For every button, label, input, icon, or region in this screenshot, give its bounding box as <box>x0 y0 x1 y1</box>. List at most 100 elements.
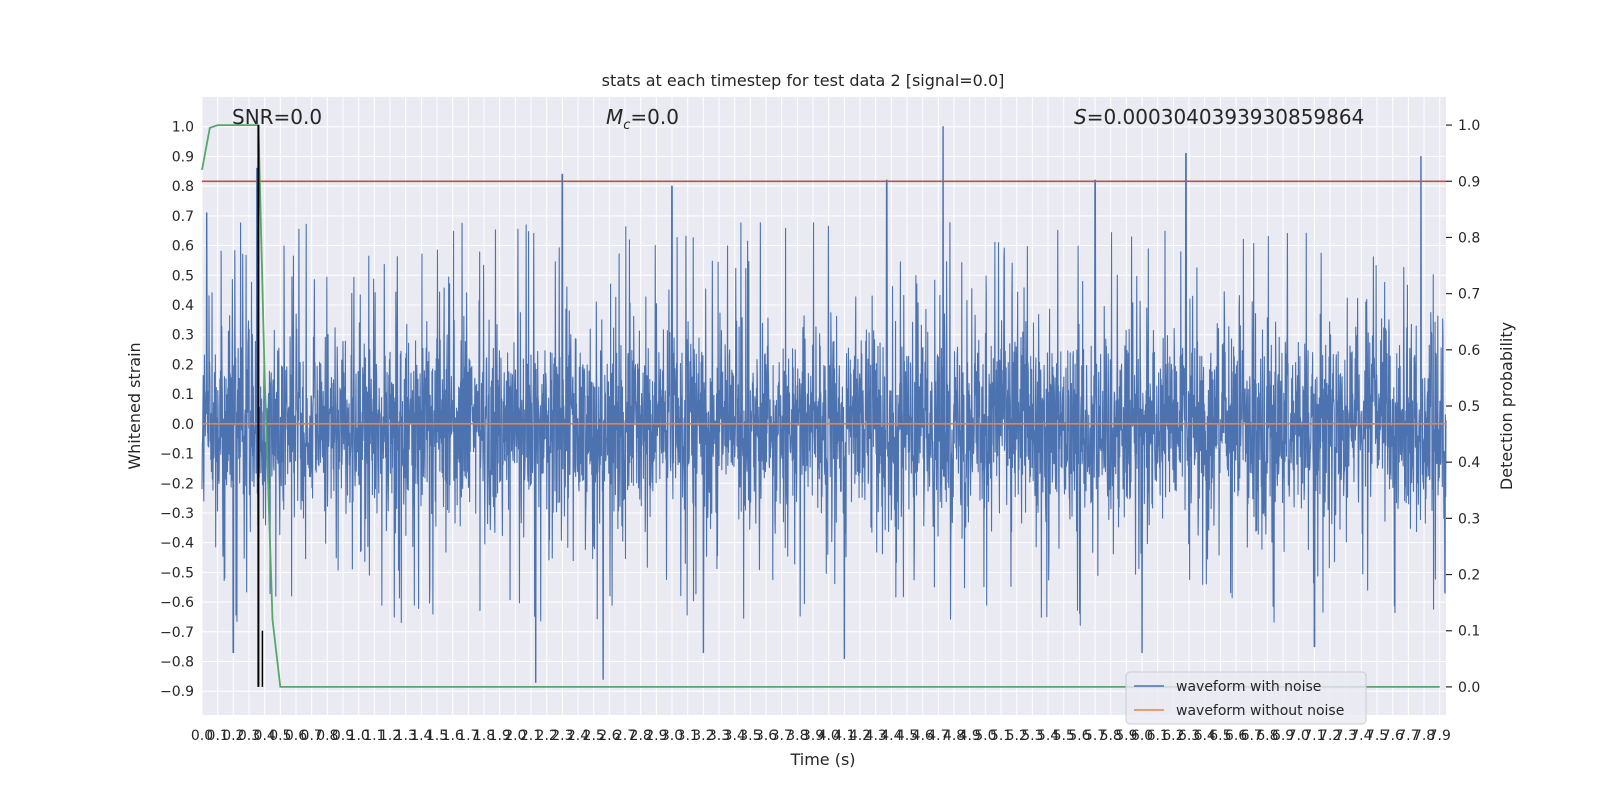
x-tick-label: 7.5 <box>1366 728 1388 744</box>
x-tick-label: 7.6 <box>1382 728 1404 744</box>
x-tick-label: 2.3 <box>551 728 573 744</box>
noise-trace <box>201 126 1447 683</box>
x-tick-label: 3.9 <box>802 728 824 744</box>
x-tick-label: 4.9 <box>959 728 981 744</box>
x-tick-label: 5.8 <box>1100 728 1122 744</box>
left-y-tick-label: −0.8 <box>160 655 194 671</box>
legend: waveform with noise waveform without noi… <box>1125 671 1367 725</box>
right-y-tick-label: 0.7 <box>1458 287 1480 303</box>
x-tick-label: 4.7 <box>927 728 949 744</box>
x-tick-label: 6.2 <box>1162 728 1184 744</box>
x-tick-label: 5.2 <box>1006 728 1028 744</box>
left-y-tick-label: 0.4 <box>172 298 194 314</box>
right-y-tick-label: 0.5 <box>1458 399 1480 415</box>
x-tick-label: 6.8 <box>1256 728 1278 744</box>
left-y-tick-label: −0.9 <box>160 684 194 700</box>
x-tick-label: 3.4 <box>724 728 746 744</box>
x-tick-label: 2.9 <box>645 728 667 744</box>
x-tick-label: 4.5 <box>896 728 918 744</box>
x-tick-label: 2.7 <box>614 728 636 744</box>
left-y-axis-label: Whitened strain <box>125 342 144 469</box>
left-y-tick-label: 0.5 <box>172 268 194 284</box>
x-tick-label: 3.6 <box>755 728 777 744</box>
x-tick-label: 7.7 <box>1397 728 1419 744</box>
x-tick-label: 1.9 <box>489 728 511 744</box>
chirp-mass-symbol: M <box>606 105 623 129</box>
left-y-tick-label: 0.6 <box>172 239 194 255</box>
series-detection-probability <box>201 124 1440 688</box>
x-tick-label: 7.2 <box>1319 728 1341 744</box>
x-tick-label: 1.3 <box>395 728 417 744</box>
left-y-tick-label: −0.6 <box>160 595 194 611</box>
x-tick-label: 0.2 <box>222 728 244 744</box>
left-y-tick-label: −0.4 <box>160 536 194 552</box>
x-tick-label: 7.4 <box>1350 728 1372 744</box>
left-y-tick-label: 0.3 <box>172 328 194 344</box>
score-value: =0.0003040393930859864 <box>1087 105 1365 129</box>
score-symbol: S <box>1074 105 1087 129</box>
x-tick-label: 2.0 <box>504 728 526 744</box>
x-axis-ticks: 0.00.10.20.30.40.50.60.70.80.91.01.11.21… <box>191 728 1451 744</box>
chart-title: stats at each timestep for test data 2 [… <box>602 71 1005 90</box>
x-tick-label: 5.4 <box>1037 728 1059 744</box>
x-tick-label: 2.4 <box>567 728 589 744</box>
x-tick-label: 6.6 <box>1225 728 1247 744</box>
right-y-tick-label: 0.3 <box>1458 511 1480 527</box>
x-tick-label: 1.0 <box>348 728 370 744</box>
snr-annotation: SNR=0.0 <box>232 105 322 129</box>
x-tick-label: 3.2 <box>692 728 714 744</box>
merger-time-marker <box>257 125 264 687</box>
legend-label-without-noise: waveform without noise <box>1176 703 1344 719</box>
left-y-tick-label: −0.2 <box>160 476 194 492</box>
x-tick-label: 4.4 <box>880 728 902 744</box>
left-y-tick-label: 0.9 <box>172 149 194 165</box>
x-tick-label: 7.9 <box>1429 728 1451 744</box>
x-tick-label: 6.5 <box>1209 728 1231 744</box>
x-tick-label: 1.4 <box>410 728 432 744</box>
left-y-tick-label: 0.8 <box>172 179 194 195</box>
right-y-axis-ticks: 0.0 0.1 0.2 0.3 0.4 0.5 0.6 0.7 0.8 0.9 1.0 <box>1446 118 1480 696</box>
x-tick-label: 0.3 <box>238 728 260 744</box>
x-tick-label: 1.5 <box>426 728 448 744</box>
x-tick-label: 0.8 <box>316 728 338 744</box>
x-tick-label: 5.1 <box>990 728 1012 744</box>
chirp-mass-annotation: Mc=0.0 <box>606 105 679 133</box>
right-y-axis-label: Detection probability <box>1497 322 1516 490</box>
x-tick-label: 1.6 <box>442 728 464 744</box>
left-y-axis-ticks: −0.9 −0.8 −0.7 −0.6 −0.5 −0.4 −0.3 −0.2 −0.1 0.0 0… <box>160 120 194 701</box>
x-tick-label: 7.3 <box>1335 728 1357 744</box>
x-tick-label: 6.4 <box>1194 728 1216 744</box>
right-y-tick-label: 0.6 <box>1458 343 1480 359</box>
x-tick-label: 6.1 <box>1147 728 1169 744</box>
right-y-tick-label: 0.8 <box>1458 230 1480 246</box>
x-tick-label: 3.5 <box>739 728 761 744</box>
x-tick-label: 1.8 <box>473 728 495 744</box>
x-tick-label: 2.5 <box>583 728 605 744</box>
x-tick-label: 6.7 <box>1241 728 1263 744</box>
x-axis-label: Time (s) <box>789 750 855 769</box>
chirp-mass-subscript: c <box>623 118 630 133</box>
left-y-tick-label: −0.5 <box>160 565 194 581</box>
x-tick-label: 7.0 <box>1288 728 1310 744</box>
right-y-tick-label: 1.0 <box>1458 118 1480 134</box>
right-y-tick-label: 0.9 <box>1458 174 1480 190</box>
x-tick-label: 2.6 <box>598 728 620 744</box>
x-tick-label: 5.7 <box>1084 728 1106 744</box>
x-tick-label: 4.1 <box>833 728 855 744</box>
legend-label-with-noise: waveform with noise <box>1176 679 1321 695</box>
x-tick-label: 3.0 <box>661 728 683 744</box>
right-y-tick-label: 0.0 <box>1458 680 1480 696</box>
x-tick-label: 0.9 <box>332 728 354 744</box>
x-tick-label: 0.4 <box>254 728 276 744</box>
x-tick-label: 7.8 <box>1413 728 1435 744</box>
right-y-tick-label: 0.4 <box>1458 455 1480 471</box>
score-annotation: S=0.0003040393930859864 <box>1074 105 1364 129</box>
x-tick-label: 5.0 <box>974 728 996 744</box>
x-tick-label: 2.2 <box>536 728 558 744</box>
x-tick-label: 7.1 <box>1303 728 1325 744</box>
x-tick-label: 3.1 <box>677 728 699 744</box>
chirp-mass-value: =0.0 <box>630 105 679 129</box>
x-tick-label: 0.7 <box>301 728 323 744</box>
x-tick-label: 6.0 <box>1131 728 1153 744</box>
x-tick-label: 2.8 <box>630 728 652 744</box>
